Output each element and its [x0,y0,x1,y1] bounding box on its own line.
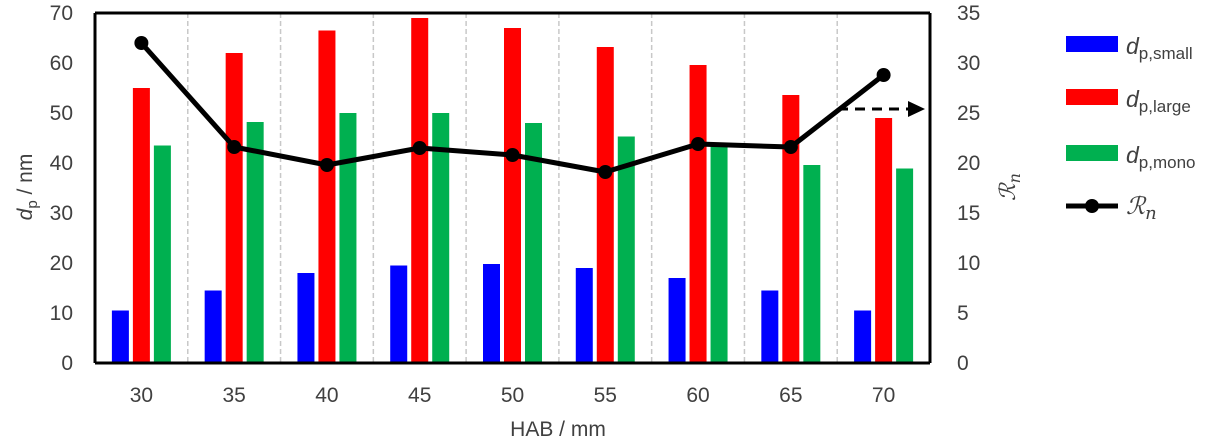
bar-p-large-60 [689,65,707,363]
bar-p-large-35 [225,53,243,363]
point-rn-70 [876,68,891,82]
x-tick-label: 55 [594,384,617,407]
legend-item-small: dp,small [1066,33,1193,63]
y-axis-left-title: dp / nm [14,154,41,221]
legend: dp,small dp,large dp,mono ℛn [1066,33,1196,224]
y-left-tick-label: 0 [61,352,73,375]
bar-p-mono-40 [339,113,357,363]
y-right-tick-label: 25 [957,102,980,125]
legend-swatch-large [1066,89,1118,105]
bar-p-large-70 [875,118,893,363]
point-rn-60 [691,137,706,151]
bar-p-mono-60 [710,145,728,363]
y-left-tick-label: 40 [50,152,73,175]
bar-p-mono-45 [432,113,450,363]
bar-p-mono-70 [896,168,914,363]
bar-p-mono-65 [803,165,821,363]
y-left-tick-label: 70 [50,2,73,25]
x-tick-label: 35 [222,384,245,407]
x-tick-label: 30 [130,384,153,407]
y-right-tick-label: 15 [957,202,980,225]
bar-p-small-55 [575,268,593,363]
y-right-tick-label: 20 [957,152,980,175]
y-left-tick-label: 10 [50,302,73,325]
x-tick-label: 70 [872,384,895,407]
x-tick-label: 40 [315,384,338,407]
bar-p-small-45 [390,265,408,363]
y-axis-right-title: ℛn [996,173,1024,201]
legend-swatch-mono [1066,145,1118,161]
y-right-tick-label: 10 [957,252,980,275]
grid-lines [187,13,838,363]
legend-item-mono: dp,mono [1066,142,1196,172]
bar-p-large-65 [782,95,800,363]
x-tick-label: 60 [686,384,709,407]
point-rn-40 [319,158,334,172]
y-left-tick-label: 60 [50,52,73,75]
axes [93,11,932,365]
svg-text:dp,mono: dp,mono [1126,142,1196,172]
annotation-arrow [838,101,925,117]
svg-text:dp,small: dp,small [1126,33,1193,63]
series-line [134,36,891,179]
legend-item-large: dp,large [1066,86,1191,116]
x-tick-label: 50 [501,384,524,407]
y-right-tick-label: 5 [957,302,969,325]
bar-p-small-30 [111,310,129,363]
bar-p-small-65 [761,290,779,363]
y-right-tick-label: 30 [957,52,980,75]
point-rn-30 [134,36,149,50]
point-rn-50 [505,148,520,162]
y-right-tick-label: 35 [957,2,980,25]
bar-p-large-40 [318,30,336,363]
bar-p-small-70 [854,310,872,363]
bar-p-mono-50 [525,123,542,363]
svg-text:ℛn: ℛn [1126,192,1157,224]
x-tick-label: 45 [408,384,431,407]
point-rn-35 [227,140,242,154]
bar-p-small-40 [297,273,315,363]
y-left-tick-label: 30 [50,202,73,225]
x-tick-label: 65 [779,384,802,407]
bar-p-mono-35 [246,122,264,363]
bar-p-large-50 [504,28,521,363]
y-right-tick-label: 0 [957,352,969,375]
bar-p-large-30 [132,88,150,363]
point-rn-55 [598,165,613,179]
bar-p-small-50 [483,264,500,363]
legend-item-rn: ℛn [1066,192,1157,224]
bar-p-large-55 [596,47,614,363]
point-rn-45 [412,141,427,155]
bar-p-large-45 [411,18,429,363]
x-axis-title: HAB / mm [510,418,606,441]
bar-p-mono-30 [153,145,171,363]
svg-text:dp,large: dp,large [1126,86,1191,116]
y-left-tick-label: 20 [50,252,73,275]
bar-p-small-35 [204,290,222,363]
bar-p-mono-55 [617,136,635,363]
legend-marker-rn [1085,199,1099,213]
legend-swatch-small [1066,36,1118,52]
point-rn-65 [783,140,798,154]
y-left-tick-label: 50 [50,102,73,125]
bar-p-small-60 [668,278,686,363]
bars [111,18,914,363]
tick-labels: 0 10 20 30 40 50 60 70 0 5 10 15 20 25 30 35 30 35 40 45 50 5… [50,2,981,407]
